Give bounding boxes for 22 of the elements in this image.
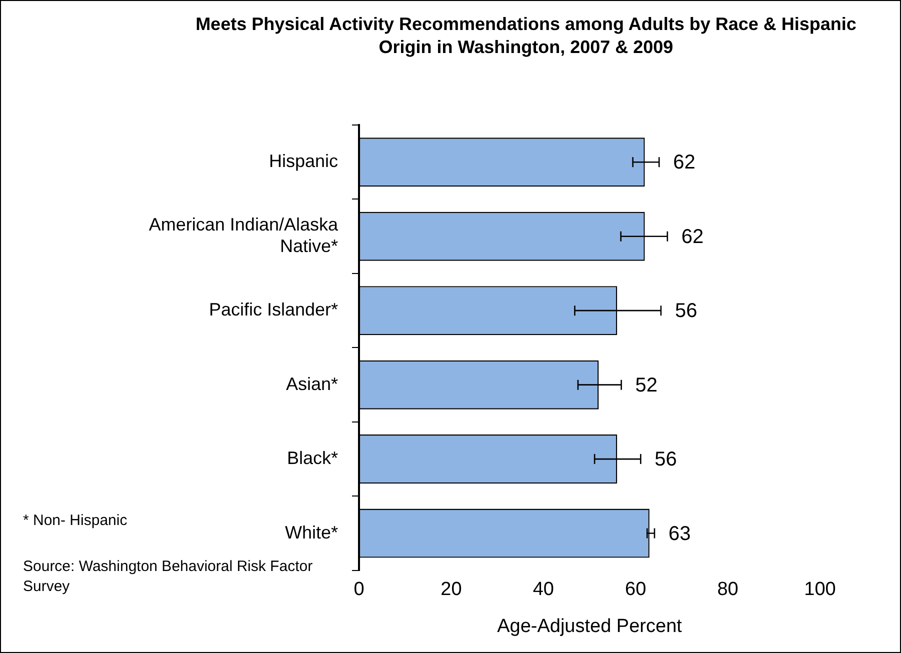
x-tick-label: 40 [532,579,554,600]
y-tick-label: Pacific Islander* [208,300,338,320]
x-tick-label: 20 [440,579,462,600]
y-tick-label: American Indian/Alaska Native* [148,214,339,256]
chart-title: Meets Physical Activity Recommendations among Adults by Race & Hispanic Origin in Washington, 2007 & 2009 [194,13,858,59]
x-tick-label: 100 [804,579,836,600]
text: * Non- Hispanic [23,512,128,529]
x-tick-label: 60 [625,579,646,600]
data-label: 62 [673,152,696,174]
data-label: 56 [674,300,698,322]
x-axis-title: Age-Adjusted Percent [497,616,683,637]
data-label: 56 [654,448,677,471]
x-tick-label: 0 [354,579,364,600]
data-label: 52 [635,374,658,396]
y-tick-label: Black* [286,448,338,468]
x-tick-label: 80 [717,579,738,600]
data-label: 62 [681,226,704,248]
y-tick-label: Asian* [286,374,338,394]
data-label: 63 [668,522,691,545]
y-tick-label: Hispanic [268,151,338,172]
y-tick-label: White* [284,522,338,542]
source-note: Source: Washington Behavioral Risk Factor Survey [23,557,313,597]
